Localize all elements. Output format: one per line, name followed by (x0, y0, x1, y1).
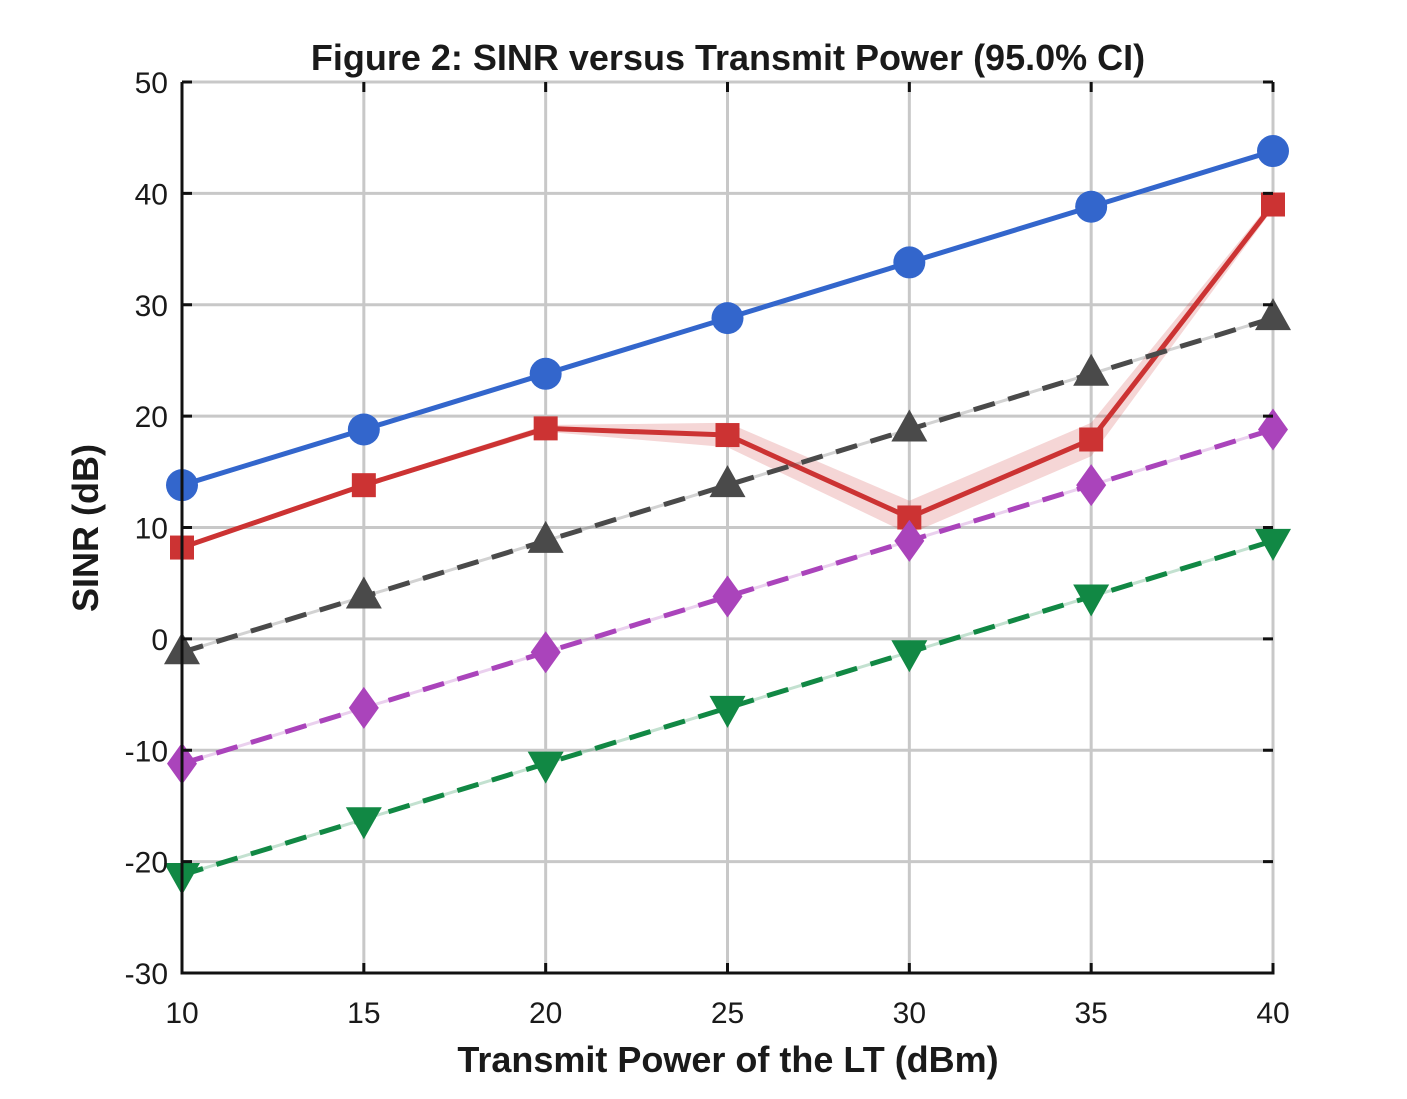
series-4-point (1258, 408, 1288, 451)
y-tick-label: 40 (135, 178, 168, 211)
series-5-point (891, 640, 928, 673)
y-tick-label: 50 (135, 67, 168, 100)
series-1-point (1257, 135, 1289, 168)
x-tick-label: 25 (711, 997, 744, 1030)
series-4-point (712, 575, 743, 618)
series-2-point (533, 416, 558, 441)
series-2-point (351, 473, 376, 498)
grid (180, 80, 1275, 975)
series-1-point (347, 413, 380, 446)
y-tick-label: 10 (135, 513, 168, 546)
axes (180, 80, 1275, 975)
x-tick-label: 10 (165, 997, 198, 1030)
series-5-point (345, 807, 382, 840)
series-2-point (1261, 192, 1285, 217)
series-1-point (711, 302, 744, 335)
series-5-point (709, 695, 746, 728)
x-tick-label: 20 (529, 997, 562, 1030)
series-2-point (715, 423, 740, 448)
series-1-point (893, 246, 926, 279)
y-tick-label: -30 (125, 958, 168, 991)
series-3-point (1073, 353, 1110, 386)
y-tick-label: 20 (135, 401, 168, 434)
series-1-point (529, 357, 562, 390)
series-markers (164, 135, 1291, 895)
y-axis-label: SINR (dB) (65, 444, 106, 612)
x-tick-label: 30 (893, 997, 926, 1030)
confidence-bands (182, 200, 1273, 550)
series-5-point (1073, 584, 1110, 617)
y-tick-label: 30 (135, 290, 168, 323)
series-3-point (891, 409, 928, 442)
y-tick-label: -10 (125, 735, 168, 768)
tick-labels: 10 15 20 25 30 35 40 -30 -20 -10 0 10 20 30 40 50 (125, 67, 1290, 1030)
series-5-point (527, 751, 564, 784)
series-5-point (1255, 528, 1291, 561)
series-1-point (1075, 190, 1108, 223)
x-axis-label: Transmit Power of the LT (dBm) (457, 1039, 998, 1080)
series-4-point (894, 519, 925, 562)
series-4-point (530, 631, 561, 674)
series-3-point (345, 576, 382, 609)
series-3-point (709, 465, 746, 498)
y-tick-label: -20 (125, 847, 168, 880)
x-tick-label: 15 (347, 997, 380, 1030)
y-tick-label: 0 (151, 624, 168, 657)
series-3-point (527, 520, 564, 553)
x-tick-label: 40 (1256, 997, 1289, 1030)
chart-title: Figure 2: SINR versus Transmit Power (95… (311, 37, 1145, 78)
x-tick-label: 35 (1074, 997, 1107, 1030)
series-3-point (1255, 298, 1291, 331)
series-4-point (1076, 464, 1107, 507)
ci-band-series-2 (182, 200, 1273, 550)
series-4-point (348, 686, 379, 729)
series-2-point (1079, 427, 1104, 452)
